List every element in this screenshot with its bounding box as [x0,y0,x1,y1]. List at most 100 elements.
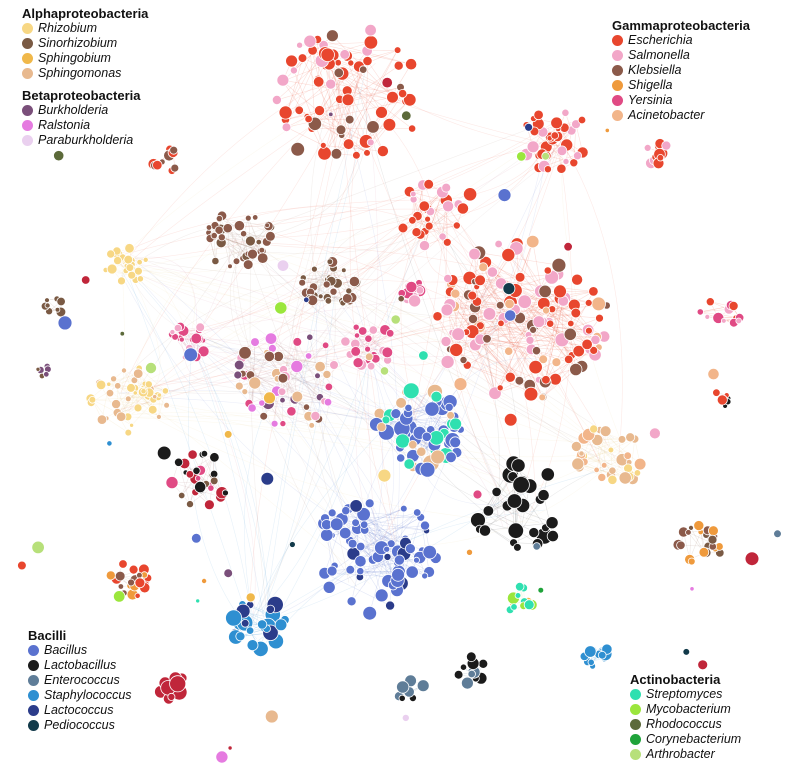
node [96,414,108,425]
node [290,359,304,373]
swatch [630,749,641,760]
edge [479,326,563,341]
node [271,95,282,106]
node [531,346,542,356]
node [233,220,245,232]
node [106,440,113,447]
edge [132,258,372,557]
legend-label: Escherichia [628,33,693,47]
edge [251,502,500,627]
edge [241,237,350,583]
edge [494,291,546,394]
legend-item-lactococcus: Lactococcus [28,703,132,718]
node [453,377,468,392]
node [248,376,262,390]
node [348,275,360,288]
node [468,247,481,261]
node [494,239,503,249]
edge [452,332,511,378]
edge [577,463,626,479]
edge [347,86,401,101]
edge [325,345,328,375]
node [356,567,365,576]
edge [523,360,547,489]
node [551,257,567,273]
node [687,557,696,566]
swatch [22,105,33,116]
node [588,286,599,297]
edge [241,357,321,367]
edge [131,275,269,612]
node [147,404,158,415]
edge [187,338,439,421]
node [393,60,404,71]
edge [314,269,321,297]
node [538,393,547,402]
node [105,570,116,581]
edge [115,390,602,462]
node [215,750,229,764]
node [712,388,721,397]
legend-label: Sphingomonas [38,66,122,80]
edge [195,90,351,336]
node [526,234,540,249]
edge [184,349,295,384]
legend-label: Staphylococcus [44,688,132,702]
node [110,375,118,383]
edge [282,80,309,120]
node [163,401,170,409]
node [397,89,408,99]
node [430,390,443,403]
edge [339,74,521,520]
swatch [612,35,623,46]
edge [229,250,374,354]
edge [545,359,569,381]
swatch [612,95,623,106]
node [459,663,468,671]
node [569,362,583,377]
node [467,313,478,324]
node [661,140,672,151]
node [211,256,220,266]
edge [345,329,386,342]
node [358,326,368,336]
node [136,259,143,266]
legend-item-lactobacillus: Lactobacillus [28,658,132,673]
edge [135,417,413,448]
node [169,675,187,693]
edge [123,126,555,262]
node [366,362,376,371]
edge [542,349,591,398]
node [608,466,617,475]
node [359,65,368,74]
node [533,109,544,121]
node [528,527,540,539]
swatch [612,65,623,76]
node [303,34,317,48]
node [329,360,339,370]
node [399,504,408,513]
node [251,214,259,221]
edge [120,86,355,259]
swatch [28,645,39,656]
edge [328,278,615,439]
node [238,346,252,360]
node [118,559,128,569]
node [190,332,203,345]
node [440,354,455,369]
node [324,297,333,305]
node [244,214,252,222]
node [223,568,234,578]
node [185,500,194,509]
node [441,182,452,193]
node [523,599,535,611]
node [550,116,563,130]
edge [348,66,360,145]
node [503,412,518,427]
edge [476,286,543,398]
node [304,352,313,360]
edge [158,390,166,417]
edge [424,191,443,246]
node [362,605,378,621]
node [517,294,532,309]
